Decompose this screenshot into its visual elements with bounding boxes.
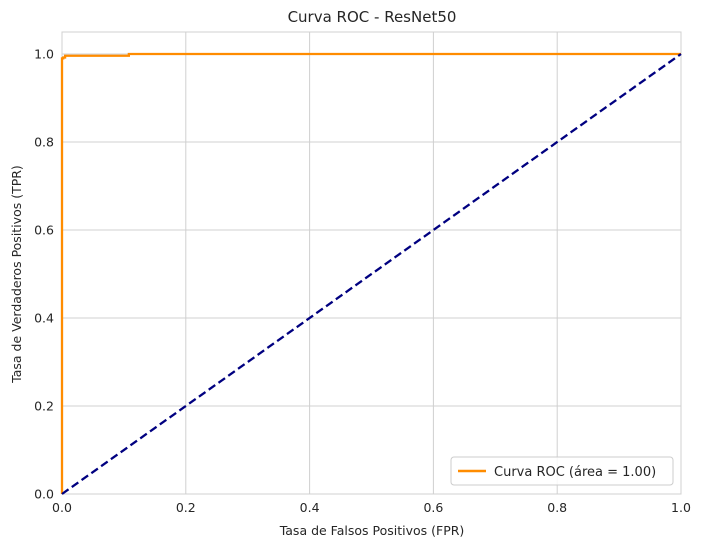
x-axis-label: Tasa de Falsos Positivos (FPR)	[279, 523, 465, 538]
x-tick-label: 0.0	[52, 500, 72, 515]
x-tick-labels: 0.0 0.2 0.4 0.6 0.8 1.0	[52, 500, 691, 515]
legend-box	[450, 456, 674, 486]
y-axis-label: Tasa de Verdaderos Positivos (TPR)	[9, 165, 24, 384]
y-tick-label: 0.2	[34, 399, 54, 414]
legend-label-roc: Curva ROC (área = 1.00)	[494, 465, 656, 480]
x-tick-label: 0.6	[423, 500, 443, 515]
y-tick-label: 0.8	[34, 135, 54, 150]
y-tick-labels: 0.0 0.2 0.4 0.6 0.8 1.0	[34, 47, 54, 502]
chance-diagonal-line	[61, 53, 682, 495]
y-tick-label: 0.6	[34, 223, 54, 238]
y-tick-label: 1.0	[34, 47, 54, 62]
series-layer	[60, 52, 682, 495]
y-tick-label: 0.4	[34, 311, 54, 326]
x-tick-label: 0.4	[300, 500, 320, 515]
x-tick-label: 1.0	[671, 500, 691, 515]
x-tick-label: 0.2	[176, 500, 196, 515]
roc-curve-line	[60, 52, 681, 494]
legend: Curva ROC (área = 1.00)	[450, 456, 674, 486]
y-tick-label: 0.0	[34, 487, 54, 502]
grid	[61, 32, 682, 495]
chart-title: Curva ROC - ResNet50	[288, 8, 457, 26]
x-tick-label: 0.8	[547, 500, 567, 515]
